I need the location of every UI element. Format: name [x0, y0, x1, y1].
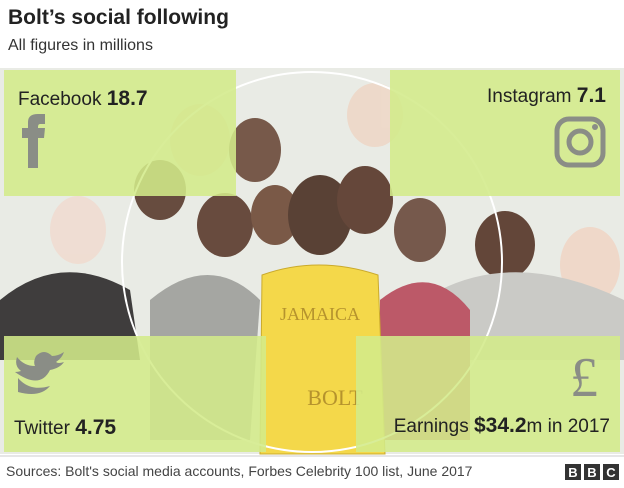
value: 4.75 [75, 416, 117, 439]
earnings-panel [356, 336, 620, 452]
label: Twitter [14, 418, 70, 439]
logo-block [565, 464, 581, 480]
value: 18.7 [106, 87, 148, 110]
twitter-icon [15, 352, 64, 394]
instagram-dot [592, 124, 598, 130]
label: Facebook [18, 89, 102, 110]
logo-letter: C [606, 465, 616, 480]
svg-text:JAMAICA: JAMAICA [280, 304, 360, 324]
logo-letter: B [568, 465, 577, 480]
logo-block [584, 464, 600, 480]
source: Sources: Bolt's social media accounts, F… [6, 463, 473, 479]
pound-icon: £ [570, 347, 598, 409]
svg-text:BOLT: BOLT [307, 385, 363, 410]
suffix: m in 2017 [526, 416, 610, 437]
title: Bolt’s social following [8, 6, 229, 29]
facebook-icon [22, 114, 45, 168]
twitter-stat: Twitter 4.75 [14, 416, 116, 440]
instagram-stat: Instagram 7.1 [487, 84, 606, 108]
instagram-icon [554, 116, 606, 168]
facebook-stat: Facebook 18.7 [18, 87, 148, 111]
value: $34.2 [473, 414, 527, 437]
value: 7.1 [576, 84, 606, 107]
logo-letter: B [587, 465, 596, 480]
label: Earnings [393, 416, 469, 437]
label: Instagram [487, 86, 572, 107]
earnings-stat: Earnings $34.2m in 2017 [394, 414, 610, 438]
subtitle: All figures in millions [8, 37, 153, 54]
focus-circle [121, 71, 503, 453]
logo-block [603, 464, 619, 480]
